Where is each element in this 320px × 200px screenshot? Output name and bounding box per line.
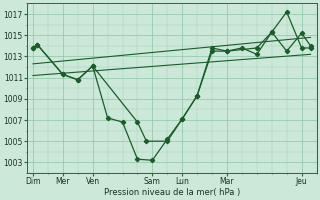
X-axis label: Pression niveau de la mer( hPa ): Pression niveau de la mer( hPa ) (104, 188, 240, 197)
